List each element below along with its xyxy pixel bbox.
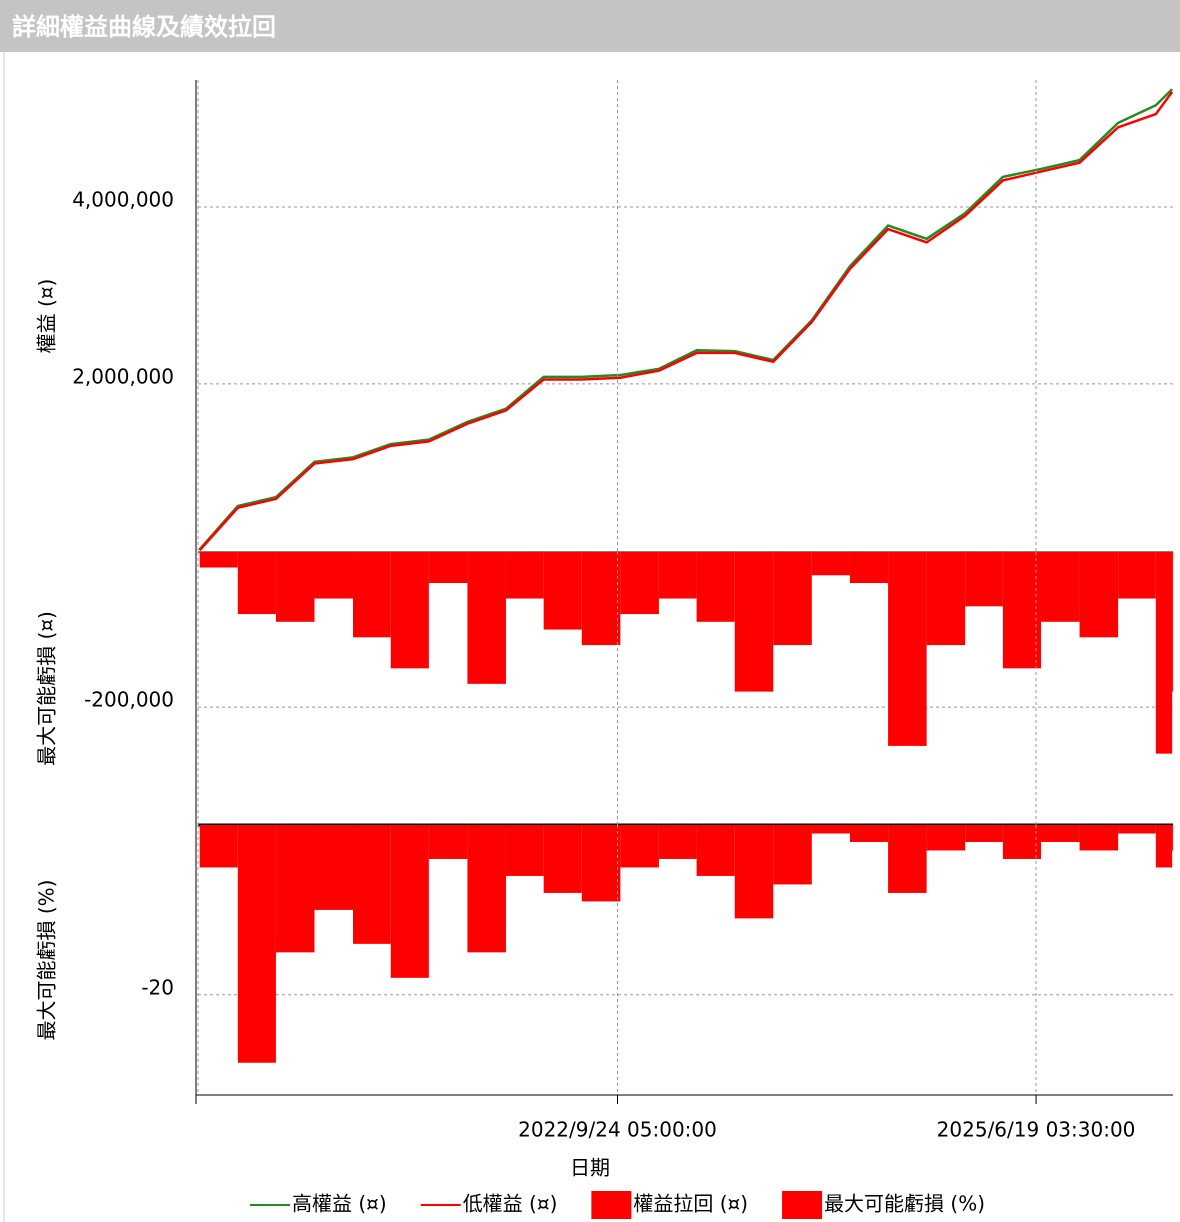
drawdown-bar — [237, 825, 276, 1063]
drawdown-bar — [314, 552, 354, 599]
drawdown-bar — [1118, 552, 1156, 599]
legend-label: 最大可能虧損 (%) — [824, 1192, 985, 1216]
legend-label: 低權益 (¤) — [463, 1192, 558, 1216]
drawdown-bar — [773, 552, 812, 646]
drawdown-bar — [926, 825, 966, 851]
drawdown-bar — [773, 825, 812, 885]
drawdown-bar — [1079, 825, 1119, 851]
legend-swatch — [591, 1191, 632, 1219]
header-bar — [0, 0, 1180, 52]
drawdown-bar — [658, 552, 697, 599]
drawdown-bar — [581, 825, 621, 902]
drawdown-bar — [734, 825, 774, 919]
y-axis-label: 最大可能虧損 (%) — [35, 880, 59, 1041]
drawdown-bar — [467, 825, 506, 953]
drawdown-bar — [275, 552, 315, 622]
drawdown-bar — [965, 825, 1003, 842]
drawdown-bar — [1041, 825, 1080, 842]
drawdown-bar — [888, 552, 927, 746]
legend-swatch — [782, 1191, 823, 1219]
y-tick-label: 4,000,000 — [72, 187, 174, 211]
drawdown-bar — [390, 552, 429, 669]
y-tick-label: -200,000 — [84, 688, 174, 712]
y-axis-label: 權益 (¤) — [35, 279, 59, 354]
drawdown-bar — [467, 552, 506, 684]
drawdown-bar — [888, 825, 927, 893]
drawdown-bar — [314, 825, 354, 910]
drawdown-bar — [658, 825, 697, 859]
x-tick-label: 2022/9/24 05:00:00 — [518, 1118, 717, 1142]
legend-label: 高權益 (¤) — [292, 1192, 387, 1216]
drawdown-bar — [849, 825, 889, 842]
drawdown-bar — [505, 552, 544, 599]
drawdown-bar — [1002, 825, 1042, 859]
equity-line — [198, 91, 1174, 552]
drawdown-bar — [1079, 552, 1119, 638]
drawdown-bar — [620, 552, 659, 615]
x-tick-label: 2025/6/19 03:30:00 — [937, 1118, 1136, 1142]
drawdown-bar — [1041, 552, 1080, 622]
drawdown-bar — [428, 825, 468, 859]
drawdown-bar — [811, 825, 850, 834]
drawdown-bar — [1172, 552, 1174, 692]
drawdown-bar — [1172, 825, 1174, 851]
drawdown-bar — [1002, 552, 1042, 669]
drawdown-bar — [734, 552, 774, 692]
drawdown-bar — [505, 825, 544, 876]
y-tick-label: -20 — [141, 975, 174, 999]
drawdown-bar — [696, 552, 735, 622]
drawdown-bar — [849, 552, 889, 584]
drawdown-bar — [543, 552, 582, 630]
x-axis-label: 日期 — [570, 1156, 610, 1180]
drawdown-bar — [199, 552, 238, 568]
drawdown-bar — [811, 552, 850, 576]
drawdown-bar — [237, 552, 276, 615]
drawdown-bar — [543, 825, 582, 893]
drawdown-bar — [275, 825, 315, 953]
equity-line — [198, 88, 1174, 551]
drawdown-bar — [353, 825, 391, 944]
drawdown-bar — [1118, 825, 1156, 834]
y-tick-label: 2,000,000 — [72, 364, 174, 388]
drawdown-bar — [965, 552, 1003, 607]
drawdown-bar — [199, 825, 238, 868]
drawdown-bar — [428, 552, 468, 584]
drawdown-bar — [926, 552, 966, 646]
drawdown-bar — [581, 552, 621, 646]
drawdown-bar — [1155, 825, 1173, 868]
chart-title: 詳細權益曲線及績效拉回 — [12, 13, 276, 41]
drawdown-bar — [390, 825, 429, 978]
y-axis-label: 最大可能虧損 (¤) — [35, 611, 59, 766]
drawdown-bar — [696, 825, 735, 876]
drawdown-bar — [353, 552, 391, 638]
drawdown-bar — [620, 825, 659, 868]
drawdown-bar — [1155, 552, 1173, 754]
legend-label: 權益拉回 (¤) — [633, 1192, 748, 1216]
